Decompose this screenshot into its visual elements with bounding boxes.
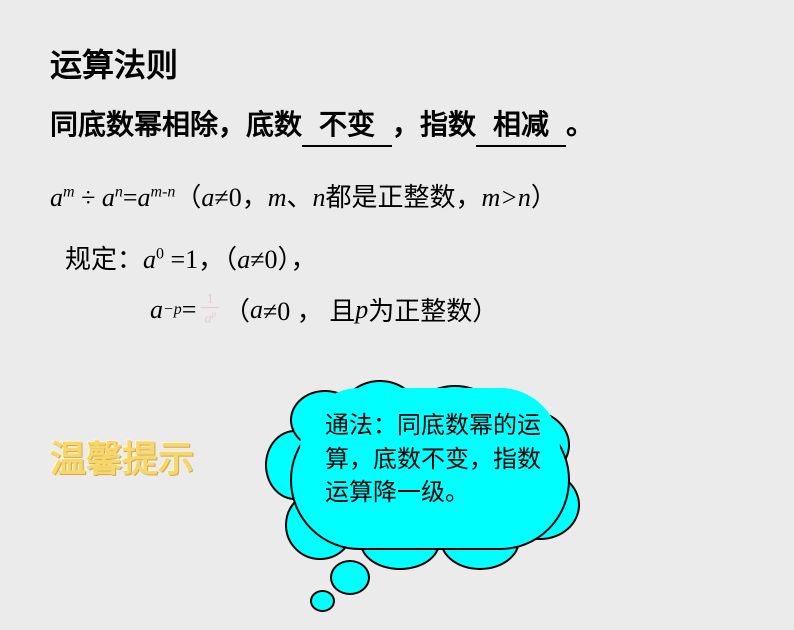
- f-a1: a: [50, 183, 63, 212]
- s2-exp: −p: [163, 301, 182, 319]
- rule-suffix: 。: [566, 110, 594, 141]
- f-cmn: m>n: [482, 183, 531, 212]
- s1-cond: ≠0），: [250, 245, 316, 274]
- s2-text: 为正整数）: [368, 291, 498, 328]
- s1-base2: a: [237, 245, 250, 274]
- cloud-tail: [310, 590, 335, 612]
- f-cn: n: [313, 183, 326, 212]
- stipulation-zero: 规定：a0 =1，（a≠0），: [65, 239, 744, 276]
- rule-prefix: 同底数幂相除，底数: [50, 110, 302, 141]
- rule-middle: ，指数: [392, 110, 476, 141]
- f-cm: m: [268, 183, 287, 212]
- cloud-callout: 通法：同底数幂的运算，底数不变，指数运算降一级。: [260, 380, 610, 630]
- warm-tip-label: 温馨提示: [50, 430, 194, 482]
- f-ctext: 都是正整数，: [326, 183, 482, 212]
- cloud-text: 通法：同底数幂的运算，底数不变，指数运算降一级。: [325, 410, 545, 511]
- s2-neq: ≠0 ， 且: [263, 291, 355, 328]
- s2-a: a: [250, 295, 263, 325]
- stipulation-negative: a−p= 1 ap （ a≠0 ， 且 p为正整数）: [150, 291, 744, 328]
- s2-open: （: [224, 291, 250, 328]
- formula-main: am ÷ an=am-n（a≠0，m、n都是正整数，m>n）: [50, 177, 744, 214]
- frac-den-exp: p: [211, 309, 216, 319]
- f-neq: ≠0，: [214, 183, 267, 212]
- s1-base: a: [143, 245, 156, 274]
- f-mn: m-n: [151, 184, 176, 201]
- s2-eq: =: [182, 295, 197, 325]
- f-a2: a: [102, 183, 115, 212]
- f-n: n: [115, 184, 123, 201]
- s1-label: 规定：: [65, 245, 143, 274]
- f-eq: =: [123, 183, 138, 212]
- f-open: （: [175, 183, 201, 212]
- f-close: ）: [531, 183, 557, 212]
- fraction: 1 ap: [201, 293, 219, 327]
- frac-den: ap: [201, 307, 219, 327]
- section-title: 运算法则: [50, 40, 744, 86]
- blank-exponent: 相减: [476, 106, 566, 147]
- s1-val: =1，（: [164, 245, 237, 274]
- cloud-tail: [330, 560, 370, 595]
- rule-sentence: 同底数幂相除，底数不变，指数相减。: [50, 106, 744, 147]
- s2-p: p: [355, 295, 368, 325]
- f-ca: a: [201, 183, 214, 212]
- f-comma: 、: [286, 183, 312, 212]
- s2-base: a: [150, 295, 163, 325]
- frac-num: 1: [204, 293, 217, 307]
- f-a3: a: [138, 183, 151, 212]
- blank-base: 不变: [302, 106, 392, 147]
- f-m: m: [63, 184, 75, 201]
- f-div: ÷: [75, 183, 102, 212]
- s1-exp: 0: [156, 246, 164, 263]
